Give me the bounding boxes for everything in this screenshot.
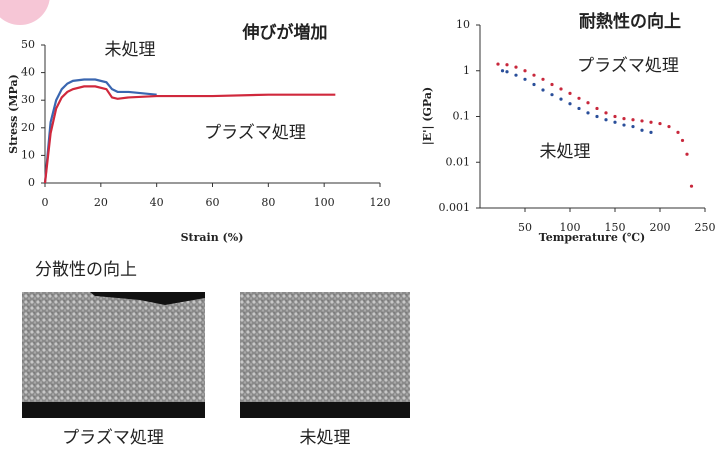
crack [90,292,205,305]
y-tick-label: 50 [21,38,35,51]
point [640,128,644,132]
point [559,87,563,91]
point [680,138,685,143]
sem-image [22,292,205,402]
y-tick-label: 20 [21,121,35,134]
chart-title: 耐熱性の向上 [579,11,681,32]
point [685,152,689,156]
point [550,93,554,97]
point [505,63,509,67]
point [613,120,617,124]
point [622,116,626,121]
point [550,82,554,87]
y-tick-label: 10 [21,148,35,161]
y-tick-label: 30 [21,93,35,106]
x-tick-label: 40 [150,196,164,209]
x-axis-label: Strain (%) [181,231,244,244]
point [595,114,599,119]
series-label: 未処理 [540,142,591,162]
series-line [43,78,157,184]
point [604,118,608,122]
point [649,130,653,134]
point [577,96,581,100]
y-axis-label: Stress (MPa) [7,74,20,154]
y-tick-label: 0.1 [453,110,471,123]
point [586,111,590,115]
series-label: プラズマ処理 [204,123,306,143]
x-tick-label: 50 [518,221,532,234]
point [640,119,644,123]
point [559,97,563,101]
image-caption: プラズマ処理 [62,428,164,448]
x-tick-label: 150 [605,221,626,234]
x-tick-label: 80 [261,196,275,209]
point [604,111,608,115]
point [523,77,527,81]
point [622,123,626,127]
point [568,102,572,106]
y-tick-label: 10 [456,18,470,31]
point [577,106,581,111]
point [532,73,536,77]
x-tick-label: 100 [314,196,335,209]
y-tick-label: 1 [463,64,470,77]
point [649,120,653,124]
x-tick-label: 200 [650,221,671,234]
y-tick-label: 0 [28,176,35,189]
x-tick-label: 20 [94,196,108,209]
point [667,125,671,129]
sem-image [240,292,410,402]
x-tick-label: 0 [42,196,49,209]
point [631,125,635,129]
point [658,121,662,126]
point [595,106,599,111]
y-tick-label: 0.001 [439,201,471,214]
point [523,69,527,73]
point [505,70,509,74]
series-label: 未処理 [105,40,156,60]
point [514,73,518,77]
point [500,69,505,73]
point [613,114,617,119]
point [586,101,590,105]
point [689,184,694,188]
series-line [43,85,336,184]
y-tick-label: 0.01 [446,155,471,168]
series-label: プラズマ処理 [577,56,679,76]
decoration [0,0,50,25]
point [541,88,545,92]
image-caption: 未処理 [300,428,351,448]
x-axis-label: Temperature (℃) [539,231,645,244]
section-title: 分散性の向上 [35,260,137,280]
point [631,118,635,122]
point [676,130,680,134]
image-scale-bar [240,402,410,418]
point [568,91,572,95]
y-tick-label: 40 [21,66,35,79]
point [496,62,500,66]
x-tick-label: 120 [370,196,391,209]
x-tick-label: 100 [560,221,581,234]
point [532,82,536,87]
y-axis-label: |E'| (GPa) [421,87,434,146]
point [541,77,545,81]
chart-title: 伸びが増加 [242,22,328,43]
x-tick-label: 60 [206,196,220,209]
x-tick-label: 250 [695,221,716,234]
point [514,65,518,69]
image-scale-bar [22,402,205,418]
